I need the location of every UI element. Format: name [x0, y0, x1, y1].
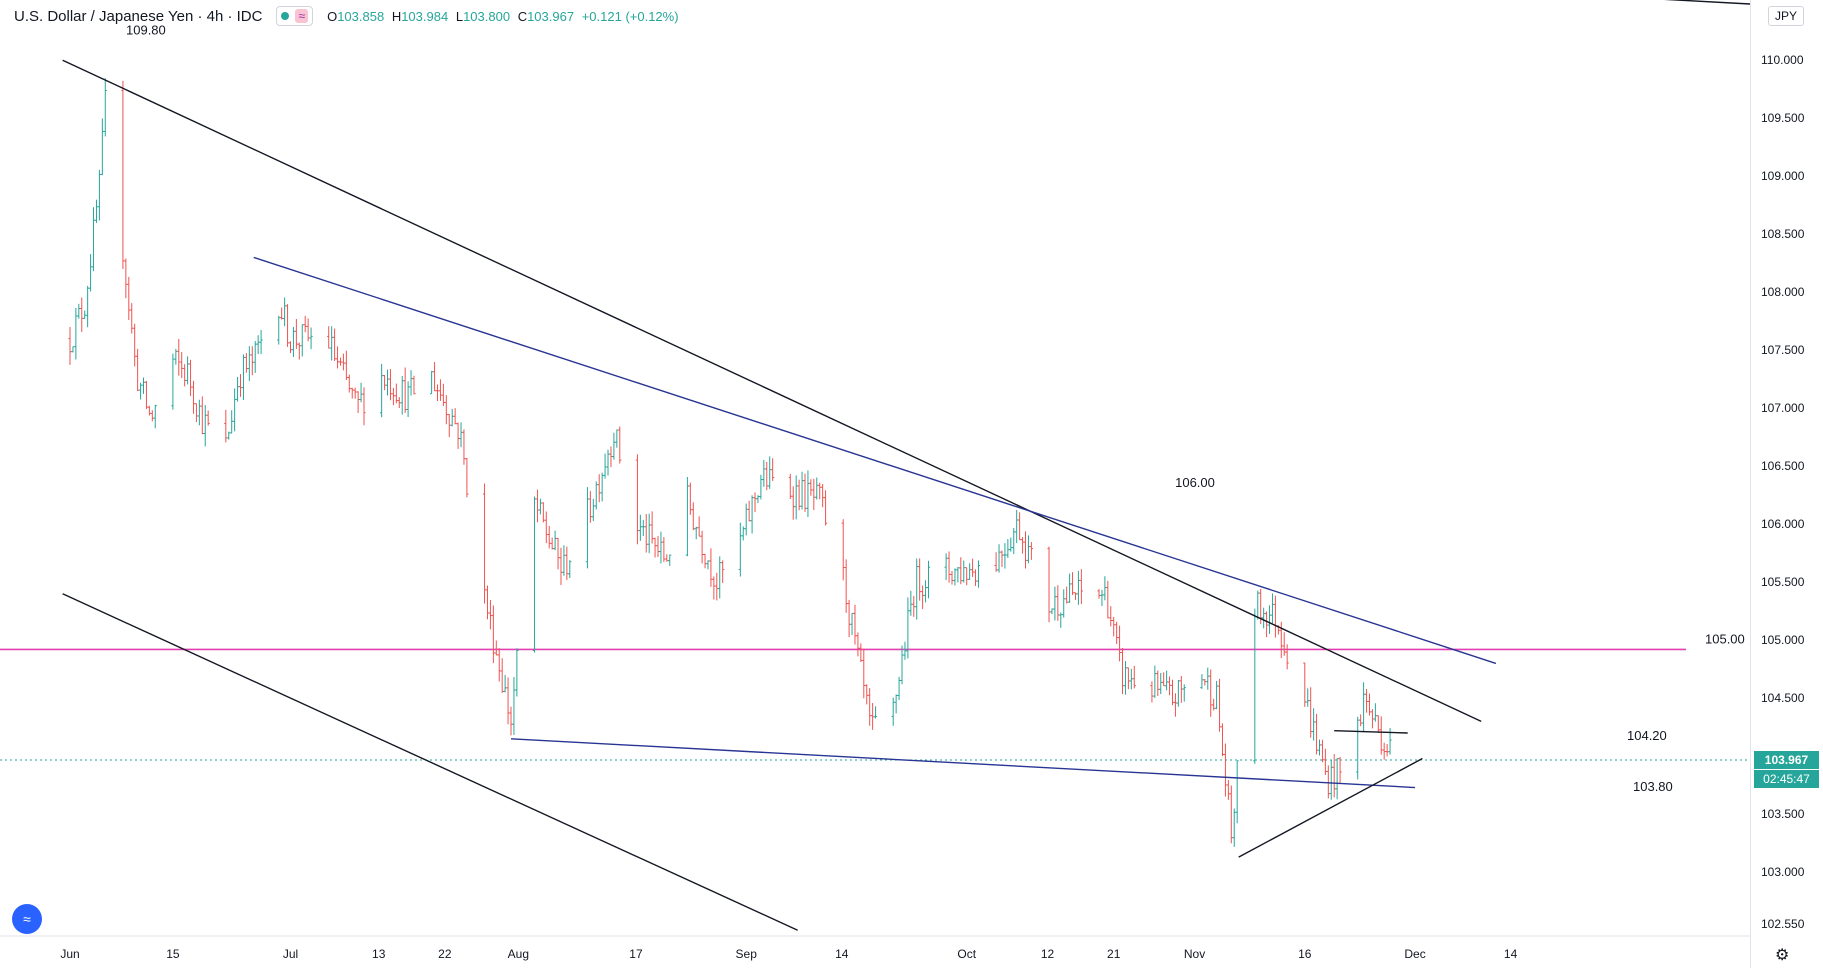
x-tick-label: Oct — [957, 947, 976, 961]
indicator-toggles[interactable]: ≈ — [276, 6, 314, 26]
y-tick-label: 102.550 — [1761, 917, 1805, 932]
annotation-label: 103.80 — [1633, 779, 1673, 794]
annotation-label: 104.20 — [1627, 728, 1667, 743]
close-value: 103.967 — [527, 8, 575, 24]
annotation-label: 105.00 — [1705, 632, 1745, 647]
ohlc-readout: O103.858 H103.984 L103.800 C103.967 +0.1… — [327, 8, 679, 24]
y-tick-label: 107.500 — [1761, 343, 1805, 358]
x-tick-label: Dec — [1404, 947, 1425, 961]
trendline — [62, 59, 1482, 723]
symbol-title: U.S. Dollar / Japanese Yen · 4h · IDC — [14, 7, 263, 25]
trendline — [253, 256, 1497, 665]
change-value: +0.121 (+0.12%) — [581, 8, 679, 24]
x-tick-label: Nov — [1184, 947, 1205, 961]
plot-area[interactable]: Jun 15 Jul 13 22 Aug 17 Sep 14 Oct 12 21 Nov 16 Dec 14 1… — [0, 0, 1750, 968]
x-tick-label: Aug — [508, 947, 529, 961]
wave-icon[interactable]: ≈ — [295, 9, 309, 23]
x-tick-label: 15 — [166, 947, 180, 961]
annotation-label: 106.00 — [1175, 475, 1215, 490]
x-tick-label: 12 — [1041, 947, 1055, 961]
chart-header: U.S. Dollar / Japanese Yen · 4h · IDC ≈ … — [14, 6, 683, 26]
x-tick-label: 21 — [1107, 947, 1121, 961]
y-tick-label: 104.500 — [1761, 691, 1805, 706]
x-tick-label: 14 — [835, 947, 849, 961]
y-tick-label: 103.000 — [1761, 865, 1805, 880]
trendline — [510, 738, 1416, 789]
current-price-tag: 103.967 — [1754, 751, 1819, 770]
annotation-label: 109.80 — [126, 23, 166, 38]
x-tick-label: Jun — [60, 947, 79, 961]
x-tick-label: 13 — [372, 947, 386, 961]
trendline — [1334, 729, 1408, 734]
tradingview-logo-icon[interactable]: ≈ — [12, 904, 42, 934]
y-tick-label: 109.000 — [1761, 169, 1805, 184]
open-value: 103.858 — [337, 8, 385, 24]
y-tick-label: 105.000 — [1761, 633, 1805, 648]
y-tick-label: 108.000 — [1761, 285, 1805, 300]
y-tick-label: 110.000 — [1761, 53, 1804, 68]
y-tick-label: 106.000 — [1761, 517, 1805, 532]
x-tick-label: Jul — [283, 947, 298, 961]
y-tick-label: 105.500 — [1761, 575, 1805, 590]
y-tick-label: 103.500 — [1761, 807, 1805, 822]
y-tick-label: 108.500 — [1761, 227, 1805, 242]
x-tick-label: 16 — [1298, 947, 1312, 961]
gear-icon[interactable]: ⚙ — [1775, 947, 1790, 964]
x-tick-label: 22 — [438, 947, 452, 961]
price-axis[interactable]: 102.550103.000103.500104.000104.500105.0… — [1750, 0, 1823, 968]
y-tick-label: 106.500 — [1761, 459, 1805, 474]
x-tick-label: 17 — [629, 947, 643, 961]
trendline — [62, 593, 798, 931]
high-value: 103.984 — [401, 8, 449, 24]
trendline — [1238, 757, 1423, 858]
circle-dot-icon[interactable] — [281, 12, 290, 20]
y-tick-label: 109.500 — [1761, 111, 1805, 126]
low-value: 103.800 — [463, 8, 511, 24]
x-tick-label: Sep — [736, 947, 758, 961]
currency-button[interactable]: JPY — [1768, 6, 1805, 26]
y-tick-label: 107.000 — [1761, 401, 1805, 416]
trendline-upper-tail — [1663, 0, 1750, 5]
x-tick-label: 14 — [1504, 947, 1518, 961]
countdown-tag: 02:45:47 — [1754, 770, 1819, 789]
